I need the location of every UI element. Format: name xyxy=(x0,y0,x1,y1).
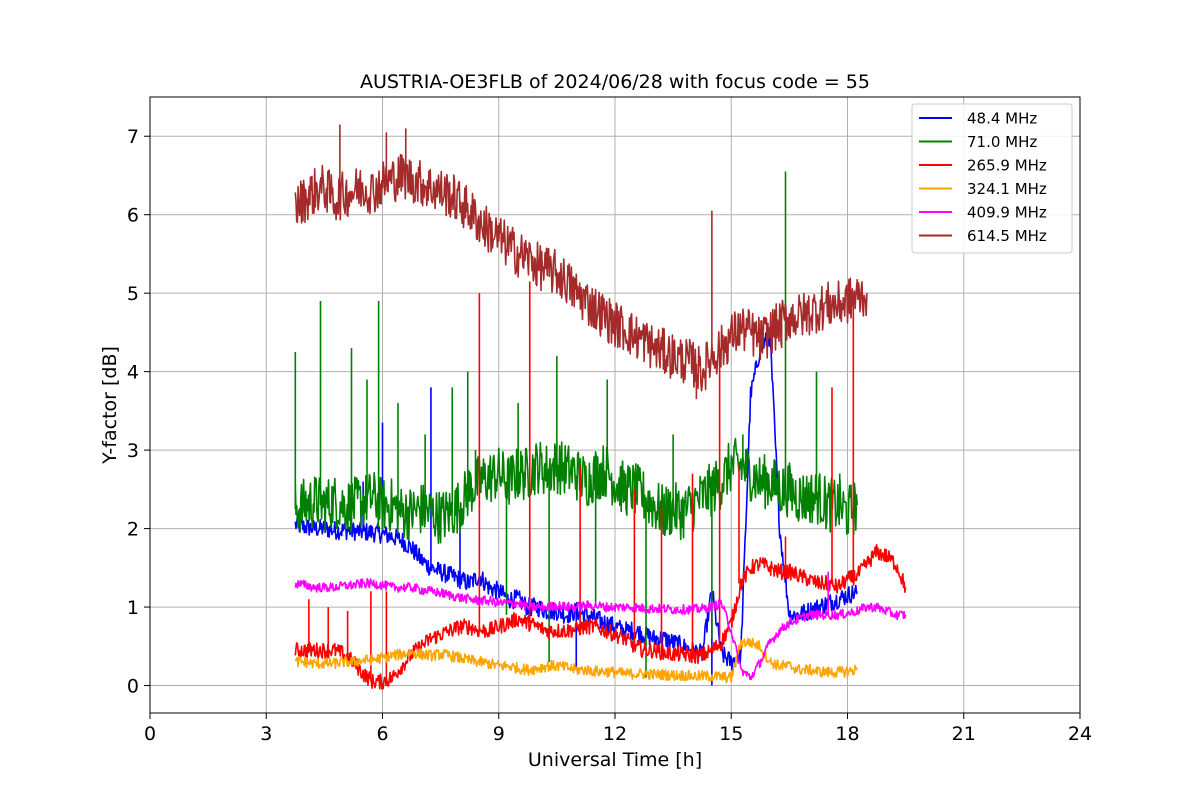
series-line xyxy=(294,437,858,545)
y-axis-label: Y-factor [dB] xyxy=(99,346,121,465)
legend-label: 48.4 MHz xyxy=(967,110,1037,128)
legend-label: 409.9 MHz xyxy=(967,204,1047,222)
legend-item: 265.9 MHz xyxy=(919,157,1047,175)
chart-title: AUSTRIA-OE3FLB of 2024/06/28 with focus … xyxy=(360,71,870,93)
series-2 xyxy=(294,281,907,690)
legend-label: 614.5 MHz xyxy=(967,227,1047,245)
legend-item: 71.0 MHz xyxy=(919,133,1037,151)
y-tick-label: 1 xyxy=(127,597,139,619)
x-tick-label: 18 xyxy=(835,723,859,745)
series-line xyxy=(294,577,907,681)
x-axis: 0 3 6 9 12 15 18 21 24 xyxy=(144,713,1092,745)
legend-item: 48.4 MHz xyxy=(919,110,1037,128)
legend: 48.4 MHz 71.0 MHz 265.9 MHz 324.1 MHz 40… xyxy=(911,103,1073,254)
plot-data xyxy=(294,124,907,690)
legend-label: 71.0 MHz xyxy=(967,133,1037,151)
x-tick-label: 12 xyxy=(603,723,627,745)
legend-item: 614.5 MHz xyxy=(919,227,1047,245)
legend-label: 324.1 MHz xyxy=(967,180,1047,198)
series-line xyxy=(294,543,907,690)
y-tick-label: 2 xyxy=(127,519,139,541)
legend-label: 265.9 MHz xyxy=(967,157,1047,175)
x-tick-label: 6 xyxy=(376,723,388,745)
series-line xyxy=(294,153,868,392)
x-axis-label: Universal Time [h] xyxy=(528,749,702,771)
x-tick-label: 0 xyxy=(144,723,156,745)
y-tick-label: 7 xyxy=(127,126,139,148)
series-1 xyxy=(294,171,858,678)
x-tick-label: 24 xyxy=(1068,723,1092,745)
y-tick-label: 3 xyxy=(127,440,139,462)
legend-item: 324.1 MHz xyxy=(919,180,1047,198)
x-tick-label: 21 xyxy=(952,723,976,745)
series-4 xyxy=(294,571,907,681)
y-tick-label: 5 xyxy=(127,283,139,305)
x-tick-label: 3 xyxy=(260,723,272,745)
series-5 xyxy=(294,124,868,400)
legend-item: 409.9 MHz xyxy=(919,204,1047,222)
x-tick-label: 9 xyxy=(493,723,505,745)
y-tick-label: 4 xyxy=(127,362,139,384)
x-tick-label: 15 xyxy=(719,723,743,745)
y-tick-label: 6 xyxy=(127,205,139,227)
y-axis: 0 1 2 3 4 5 6 7 xyxy=(127,126,150,698)
y-tick-label: 0 xyxy=(127,676,139,698)
